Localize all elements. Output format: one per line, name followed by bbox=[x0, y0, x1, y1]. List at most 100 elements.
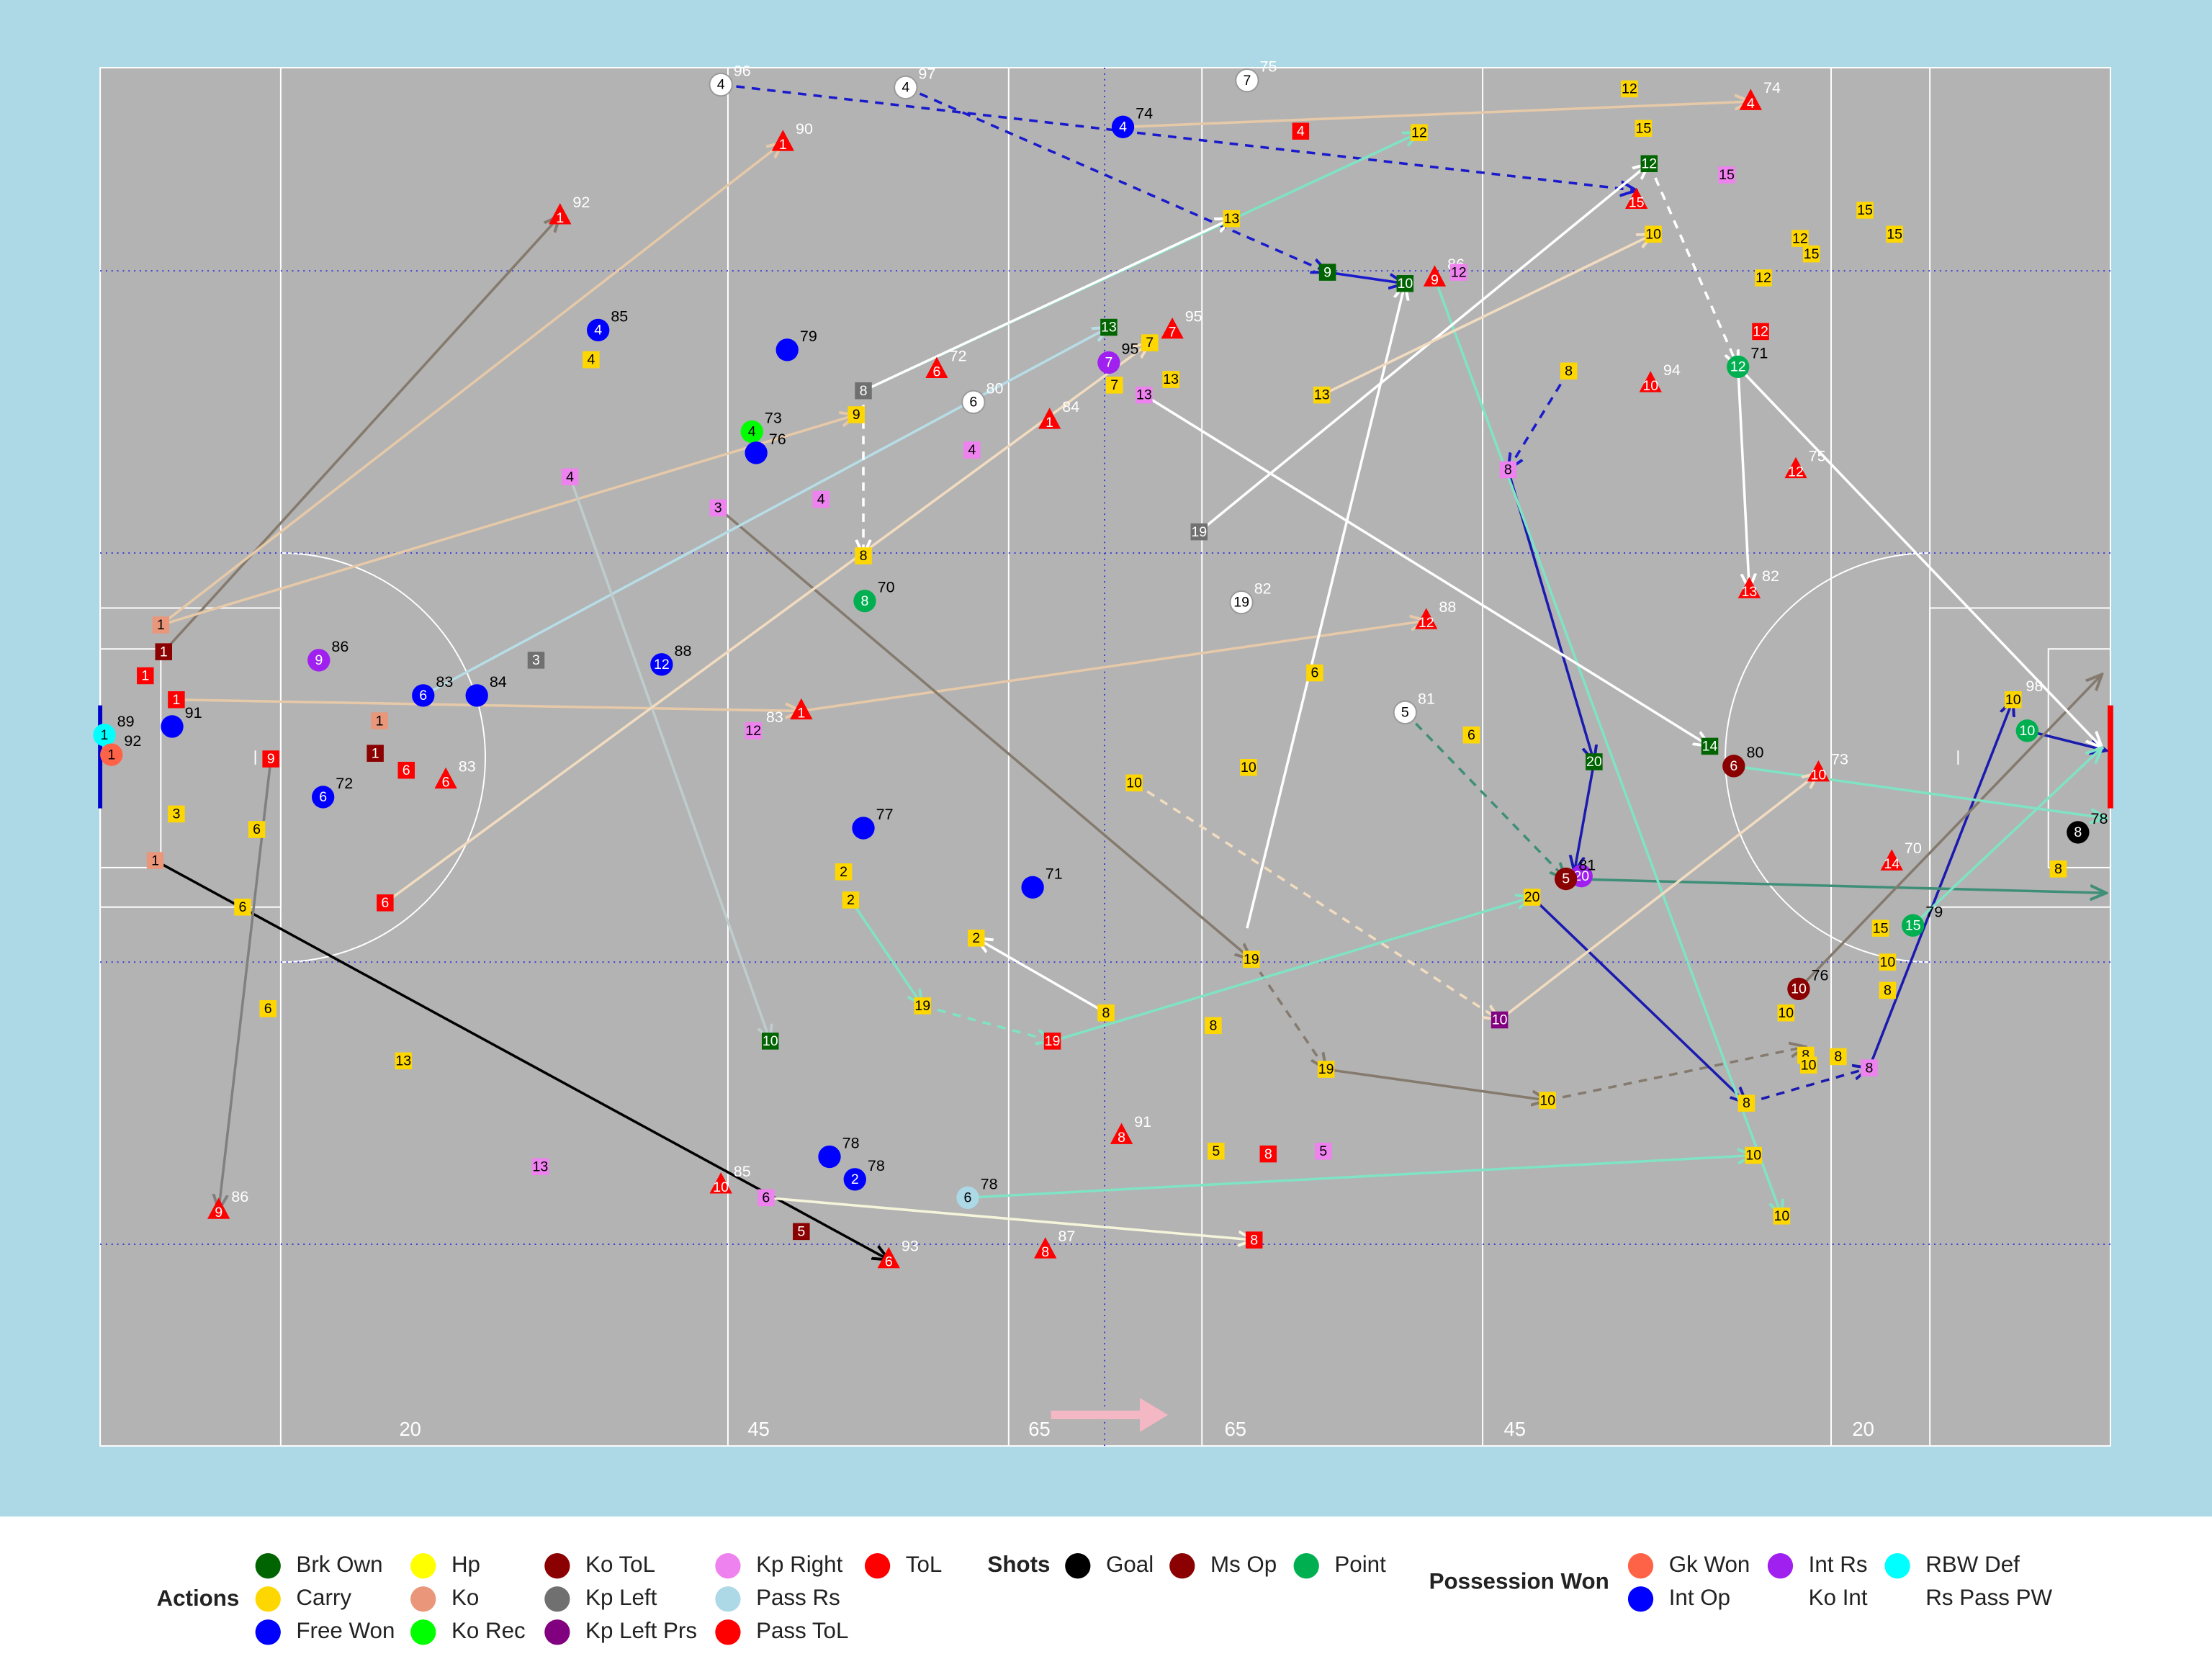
arrow bbox=[160, 143, 783, 626]
event-marker bbox=[855, 547, 872, 565]
event-marker bbox=[2049, 860, 2067, 878]
event-label: 10 bbox=[1810, 768, 1826, 783]
event: 6 83 bbox=[434, 757, 476, 791]
distance-label: 65 bbox=[1028, 1418, 1050, 1440]
event-label: 6 bbox=[381, 895, 389, 911]
legend-label: Point bbox=[1334, 1552, 1386, 1577]
event-label: 8 bbox=[1884, 982, 1892, 998]
legend-label: Gk Won bbox=[1669, 1552, 1750, 1577]
event-minute: 71 bbox=[1750, 343, 1768, 361]
event: 9 bbox=[262, 750, 279, 768]
event-marker bbox=[262, 750, 279, 768]
event-marker bbox=[709, 1172, 732, 1194]
event-label: 6 bbox=[969, 395, 977, 410]
event-label: 19 bbox=[1045, 1033, 1061, 1049]
event: 10 bbox=[1773, 1208, 1791, 1225]
event-marker bbox=[775, 338, 799, 361]
event-marker bbox=[761, 1033, 779, 1050]
legend-key bbox=[255, 1586, 281, 1612]
event-marker bbox=[1415, 608, 1438, 629]
event: 10 bbox=[1539, 1092, 1556, 1109]
event-marker bbox=[1871, 920, 1889, 937]
event-label: 6 bbox=[932, 364, 940, 379]
event-marker bbox=[1229, 590, 1254, 615]
event-label: 4 bbox=[968, 442, 976, 458]
event-label: 7 bbox=[1105, 355, 1112, 371]
event-label: 5 bbox=[797, 1224, 805, 1240]
event-marker bbox=[1393, 700, 1417, 725]
event: 1 bbox=[371, 712, 388, 729]
event-label: 6 bbox=[762, 1190, 770, 1205]
event-marker bbox=[161, 715, 184, 738]
event-label: 15 bbox=[1719, 167, 1735, 183]
event-label: 7 bbox=[1110, 377, 1118, 393]
event-marker bbox=[1450, 264, 1467, 281]
event: 8 bbox=[1259, 1145, 1277, 1163]
event-label: 1 bbox=[141, 668, 149, 684]
event-label: 8 bbox=[2054, 861, 2062, 877]
event-label: 2 bbox=[972, 930, 980, 946]
event-label: 8 bbox=[1802, 1048, 1809, 1064]
legend-key bbox=[544, 1619, 570, 1645]
event-marker bbox=[1190, 523, 1208, 541]
event-marker bbox=[956, 1186, 979, 1210]
event: 5 bbox=[793, 1223, 810, 1241]
event-minute: 88 bbox=[674, 642, 691, 660]
event-label: 10 bbox=[1774, 1208, 1790, 1224]
event-label: 15 bbox=[1629, 194, 1645, 210]
event-marker bbox=[1491, 1011, 1509, 1029]
event: 1 bbox=[146, 852, 164, 869]
event-marker bbox=[745, 441, 768, 464]
event-label: 8 bbox=[1118, 1130, 1125, 1146]
arrow bbox=[176, 698, 801, 711]
event-marker bbox=[1259, 1145, 1277, 1163]
event: 9 bbox=[1318, 264, 1336, 281]
arrow bbox=[1143, 394, 1710, 747]
event-label: 1 bbox=[556, 210, 564, 226]
event-marker bbox=[1110, 1123, 1133, 1144]
event: 10 bbox=[1396, 275, 1414, 292]
event: 8 bbox=[1861, 1059, 1878, 1076]
event-label: 9 bbox=[1431, 272, 1439, 288]
event-marker bbox=[1755, 269, 1772, 287]
event-label: 8 bbox=[860, 548, 868, 564]
event: 1 89 bbox=[93, 712, 135, 747]
event-label: 10 bbox=[1745, 1148, 1761, 1164]
event: 12 bbox=[1791, 230, 1809, 247]
arrow bbox=[1404, 711, 1565, 878]
event-label: 10 bbox=[1539, 1092, 1555, 1108]
event-label: 9 bbox=[315, 652, 323, 668]
event: 4 bbox=[583, 351, 600, 369]
event-marker bbox=[234, 899, 251, 916]
event-marker bbox=[853, 589, 876, 613]
event-label: 8 bbox=[1250, 1232, 1258, 1248]
event-minute: 81 bbox=[1578, 856, 1596, 874]
legend-key bbox=[255, 1619, 281, 1645]
event-label: 4 bbox=[1297, 123, 1305, 139]
event-marker bbox=[968, 930, 985, 947]
event-label: 10 bbox=[1642, 378, 1658, 394]
legend-key bbox=[864, 1553, 891, 1579]
event-minute: 79 bbox=[1925, 902, 1943, 920]
arrow bbox=[1647, 163, 1737, 367]
event-marker bbox=[1739, 89, 1763, 110]
event-label: 8 bbox=[860, 383, 868, 399]
event-label: 8 bbox=[2074, 824, 2082, 840]
event: 19 bbox=[1190, 523, 1208, 541]
event-label: 6 bbox=[964, 1190, 972, 1205]
event-label: 10 bbox=[1778, 1005, 1794, 1021]
event-marker bbox=[1106, 377, 1123, 394]
event: 4 bbox=[812, 490, 830, 508]
legend-key bbox=[410, 1586, 436, 1612]
event-minute: 95 bbox=[1185, 307, 1202, 325]
legend-key bbox=[715, 1586, 741, 1612]
event: 10 76 bbox=[1787, 966, 1829, 1001]
arrow bbox=[1498, 773, 1819, 1021]
event-label: 9 bbox=[267, 751, 275, 767]
legend-label: Kp Right bbox=[756, 1552, 842, 1577]
event-label: 6 bbox=[264, 1001, 272, 1017]
event-label: 10 bbox=[1397, 276, 1413, 292]
event-marker bbox=[1523, 889, 1541, 906]
event-minute: 71 bbox=[1046, 864, 1063, 882]
event-marker bbox=[1787, 977, 1810, 1001]
